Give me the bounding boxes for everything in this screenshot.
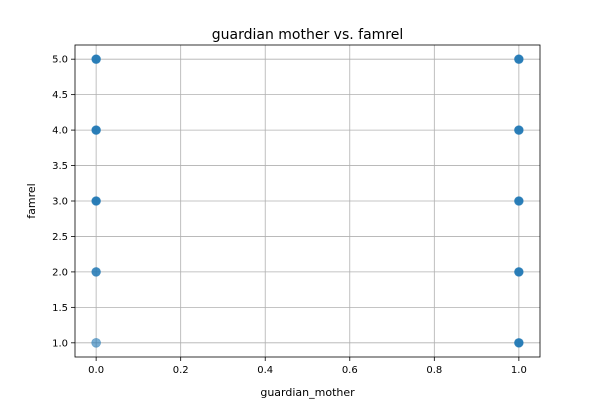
y-tick-label: 4.0 bbox=[52, 126, 68, 137]
y-tick-label: 2.0 bbox=[52, 267, 68, 278]
x-axis-label: guardian_mother bbox=[260, 386, 355, 399]
y-tick-label: 2.5 bbox=[52, 232, 68, 243]
x-tick-label: 1.0 bbox=[511, 365, 527, 376]
y-tick-label: 3.0 bbox=[52, 197, 68, 208]
x-tick-label: 0.2 bbox=[173, 365, 189, 376]
x-tick-label: 0.0 bbox=[88, 365, 104, 376]
ticks-layer: 0.0 0.2 0.4 0.6 0.8 1.0 1.0 1.5 2.0 2.5 3.0 3.5 4.0 4… bbox=[52, 55, 527, 376]
x-tick-label: 0.4 bbox=[257, 365, 273, 376]
y-tick-label: 3.5 bbox=[52, 161, 68, 172]
grid-layer bbox=[75, 45, 540, 357]
points-layer bbox=[91, 54, 524, 348]
data-point bbox=[514, 267, 524, 277]
data-point bbox=[91, 267, 101, 277]
data-point bbox=[91, 54, 101, 64]
y-tick-label: 1.5 bbox=[52, 303, 68, 314]
data-point bbox=[514, 54, 524, 64]
data-point bbox=[91, 196, 101, 206]
x-tick-label: 0.8 bbox=[426, 365, 442, 376]
data-point bbox=[91, 125, 101, 135]
y-tick-label: 1.0 bbox=[52, 338, 68, 349]
y-tick-label: 4.5 bbox=[52, 90, 68, 101]
data-point bbox=[514, 338, 524, 348]
y-axis-label: famrel bbox=[25, 183, 38, 218]
data-point bbox=[91, 338, 101, 348]
data-point bbox=[514, 125, 524, 135]
y-tick-label: 5.0 bbox=[52, 55, 68, 66]
chart-title: guardian mother vs. famrel bbox=[212, 27, 404, 43]
data-point bbox=[514, 196, 524, 206]
x-tick-label: 0.6 bbox=[342, 365, 358, 376]
